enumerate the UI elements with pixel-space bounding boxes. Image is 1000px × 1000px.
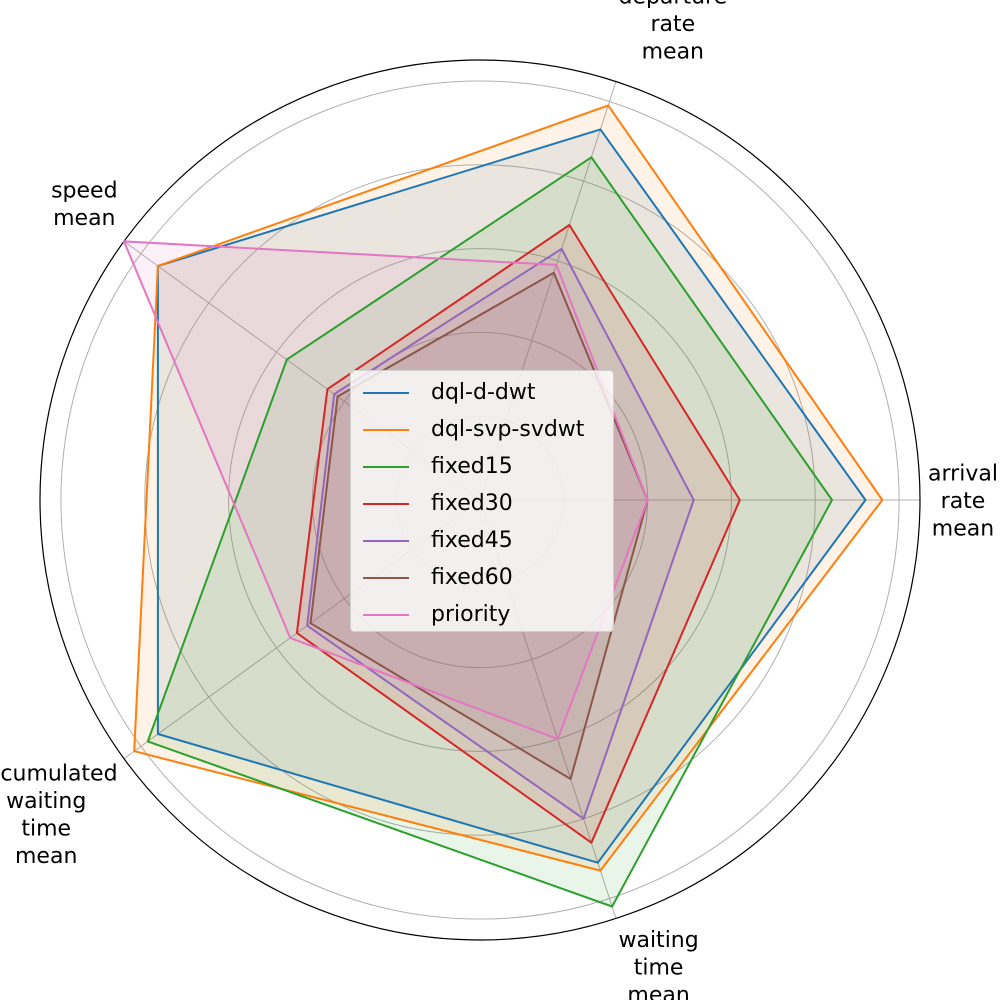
legend-swatch <box>363 391 409 394</box>
legend-label: dql-svp-svdwt <box>431 417 585 442</box>
series-line <box>133 104 884 872</box>
legend-swatch <box>363 576 409 579</box>
legend-swatch <box>363 428 409 431</box>
legend-item: fixed30 <box>363 485 613 522</box>
legend-item: fixed60 <box>363 559 613 596</box>
legend-item: fixed15 <box>363 448 613 485</box>
legend-item: dql-svp-svdwt <box>363 411 613 448</box>
legend-swatch <box>363 539 409 542</box>
legend-swatch <box>363 502 409 505</box>
series-line <box>306 247 695 820</box>
series-line <box>123 240 649 741</box>
series-line <box>146 156 833 908</box>
legend-label: fixed60 <box>431 565 513 590</box>
legend-label: priority <box>431 602 511 627</box>
grid <box>39 59 921 941</box>
legend-swatch <box>363 613 409 616</box>
legend-label: dql-d-dwt <box>431 380 536 405</box>
legend-label: fixed30 <box>431 491 513 516</box>
legend: dql-d-dwt dql-svp-svdwt fixed15 fixed30 … <box>350 370 614 632</box>
legend-item: priority <box>363 596 613 633</box>
legend-item: fixed45 <box>363 522 613 559</box>
axis-label: departureratemean <box>618 0 727 64</box>
axis-label: accumulatedwaitingtimemean <box>0 762 118 870</box>
axis-label: arrival rate mean <box>928 461 998 541</box>
axis-label: waiting time mean <box>618 928 698 1000</box>
legend-item: dql-d-dwt <box>363 374 613 411</box>
outer-frame <box>39 59 921 941</box>
legend-swatch <box>363 465 409 468</box>
series-line <box>309 271 649 780</box>
legend-label: fixed45 <box>431 528 513 553</box>
axis-label: speed mean <box>51 178 117 231</box>
legend-label: fixed15 <box>431 454 513 479</box>
series-line <box>156 128 867 864</box>
series-line <box>295 224 741 844</box>
